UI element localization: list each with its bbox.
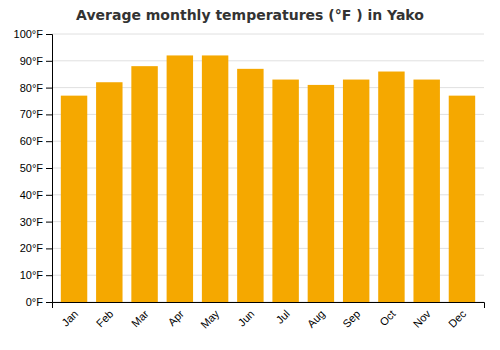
tick-label: 50°F xyxy=(20,162,44,174)
axis-line xyxy=(46,35,53,303)
tick: 60°F xyxy=(20,135,52,147)
tick: Jul xyxy=(273,308,291,326)
tick: Jun xyxy=(236,308,257,329)
bar xyxy=(96,82,122,302)
tick-label: Jul xyxy=(273,308,291,326)
tick-mark xyxy=(46,141,52,142)
tick: Feb xyxy=(94,308,116,330)
bars xyxy=(61,55,475,302)
tick-label: Oct xyxy=(377,308,398,329)
bar xyxy=(272,80,298,302)
tick-label: Jan xyxy=(59,308,80,329)
tick-label: Nov xyxy=(411,307,434,330)
tick-mark xyxy=(46,195,52,196)
tick: Mar xyxy=(129,307,151,329)
tick: Aug xyxy=(305,308,327,330)
tick-label: 90°F xyxy=(20,55,44,67)
tick: Oct xyxy=(377,308,398,329)
tick-label: Feb xyxy=(94,308,116,330)
bar xyxy=(131,66,157,302)
tick: 80°F xyxy=(20,82,52,94)
tick-label: Dec xyxy=(446,307,469,330)
tick: Dec xyxy=(446,307,469,330)
tick-mark xyxy=(46,248,52,249)
grid xyxy=(52,34,484,302)
x-axis: Jan Feb Mar Apr May Jun Jul Aug Sep Oct Nov Dec xyxy=(53,303,485,331)
tick-mark xyxy=(46,88,52,89)
tick-mark xyxy=(46,302,52,303)
tick-mark xyxy=(46,168,52,169)
grid-line xyxy=(52,60,484,61)
chart: Average monthly temperatures (°F ) in Ya… xyxy=(0,0,500,350)
tick-label: 20°F xyxy=(20,242,44,254)
tick-mark xyxy=(46,275,52,276)
tick-label: 60°F xyxy=(20,135,44,147)
tick-label: Sep xyxy=(340,308,362,330)
tick-label: 70°F xyxy=(20,108,44,120)
tick-label: Jun xyxy=(236,308,257,329)
y-axis: 0°F 10°F 20°F 30°F 40°F 50°F 60°F 70°F 80°F 90°F 1… xyxy=(14,28,53,308)
tick-label: May xyxy=(198,307,222,331)
bar xyxy=(343,80,369,302)
tick-label: Aug xyxy=(305,308,327,330)
title: Average monthly temperatures (°F ) in Ya… xyxy=(76,7,424,23)
tick-mark xyxy=(46,114,52,115)
tick-mark xyxy=(46,34,52,35)
tick: 10°F xyxy=(20,269,52,281)
tick-mark xyxy=(46,222,52,223)
bar xyxy=(308,85,334,302)
tick: 90°F xyxy=(20,55,52,67)
grid-line xyxy=(52,34,484,35)
bar xyxy=(202,55,228,302)
bar xyxy=(167,55,193,302)
tick: 0°F xyxy=(26,296,52,308)
tick-label: 40°F xyxy=(20,189,44,201)
tick: Nov xyxy=(411,307,434,330)
tick: 70°F xyxy=(20,108,52,120)
tick-label: 0°F xyxy=(26,296,44,308)
axis-line xyxy=(53,303,485,309)
tick: Sep xyxy=(340,308,362,330)
tick: 30°F xyxy=(20,216,52,228)
tick-label: 80°F xyxy=(20,82,44,94)
bar xyxy=(378,72,404,302)
plot: Jan Feb Mar Apr May Jun Jul Aug Sep Oct Nov Dec 0°F 1… xyxy=(14,28,485,331)
tick-label: 30°F xyxy=(20,216,44,228)
tick: 20°F xyxy=(20,242,52,254)
tick-label: 10°F xyxy=(20,269,44,281)
tick-label: Mar xyxy=(129,307,151,329)
bar xyxy=(449,96,475,302)
tick: 100°F xyxy=(14,28,52,40)
tick: 40°F xyxy=(20,189,52,201)
tick-label: Apr xyxy=(165,307,186,328)
tick-label: 100°F xyxy=(14,28,44,40)
bar xyxy=(413,80,439,302)
bar xyxy=(237,69,263,302)
bar xyxy=(61,96,87,302)
tick-mark xyxy=(46,61,52,62)
tick: Jan xyxy=(59,308,80,329)
tick: 50°F xyxy=(20,162,52,174)
tick: Apr xyxy=(165,307,186,328)
tick: May xyxy=(198,307,222,331)
